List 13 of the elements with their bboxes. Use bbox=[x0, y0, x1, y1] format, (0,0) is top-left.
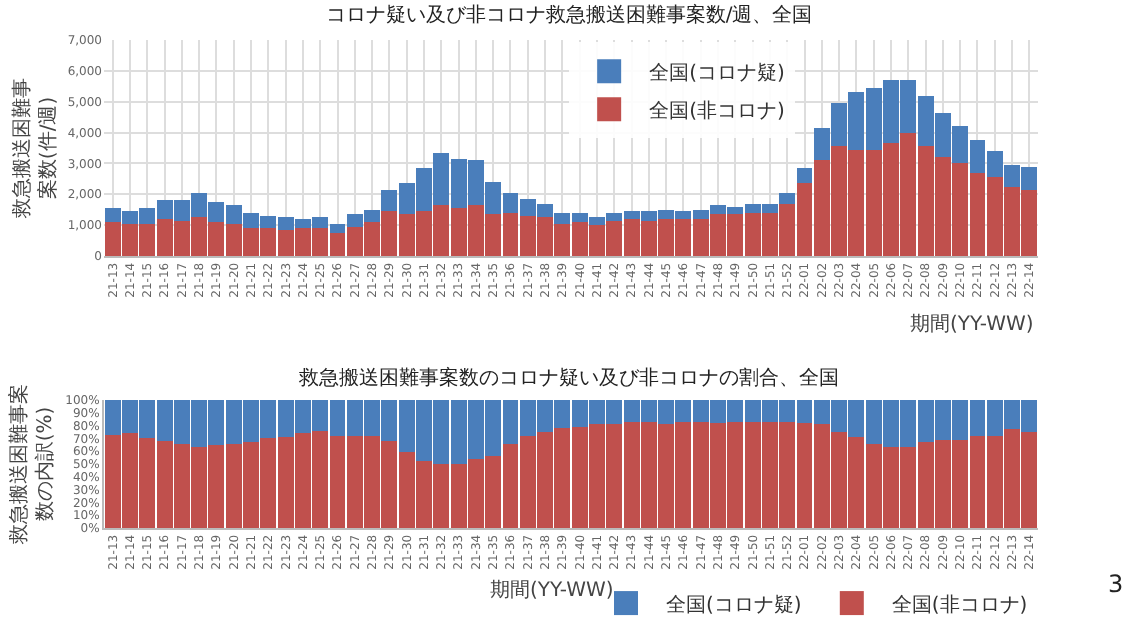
legend-label: 全国(コロナ疑) bbox=[666, 592, 802, 617]
legend-label: 全国(非コロナ) bbox=[649, 98, 785, 123]
legend-label: 全国(非コロナ) bbox=[891, 592, 1028, 617]
chart-title: コロナ疑い及び非コロナ救急搬送困難事案数/週、全国 bbox=[325, 3, 813, 28]
bar bbox=[796, 168, 813, 184]
x-axis-title: 期間(YY-WW) bbox=[910, 312, 1034, 336]
bar bbox=[779, 192, 796, 204]
x-axis-title: 期間(YY-WW) bbox=[490, 578, 614, 602]
y-axis-title: 救急搬送困難事案数(件/週) bbox=[9, 78, 60, 220]
chart-title: 救急搬送困難事案数のコロナ疑い及び非コロナの割合、全国 bbox=[297, 365, 839, 390]
text: 3 bbox=[1108, 570, 1124, 598]
legend-label: 全国(コロナ疑) bbox=[649, 60, 785, 85]
y-axis-title: 救急搬送困難事案数の内訳(%) bbox=[7, 384, 58, 546]
